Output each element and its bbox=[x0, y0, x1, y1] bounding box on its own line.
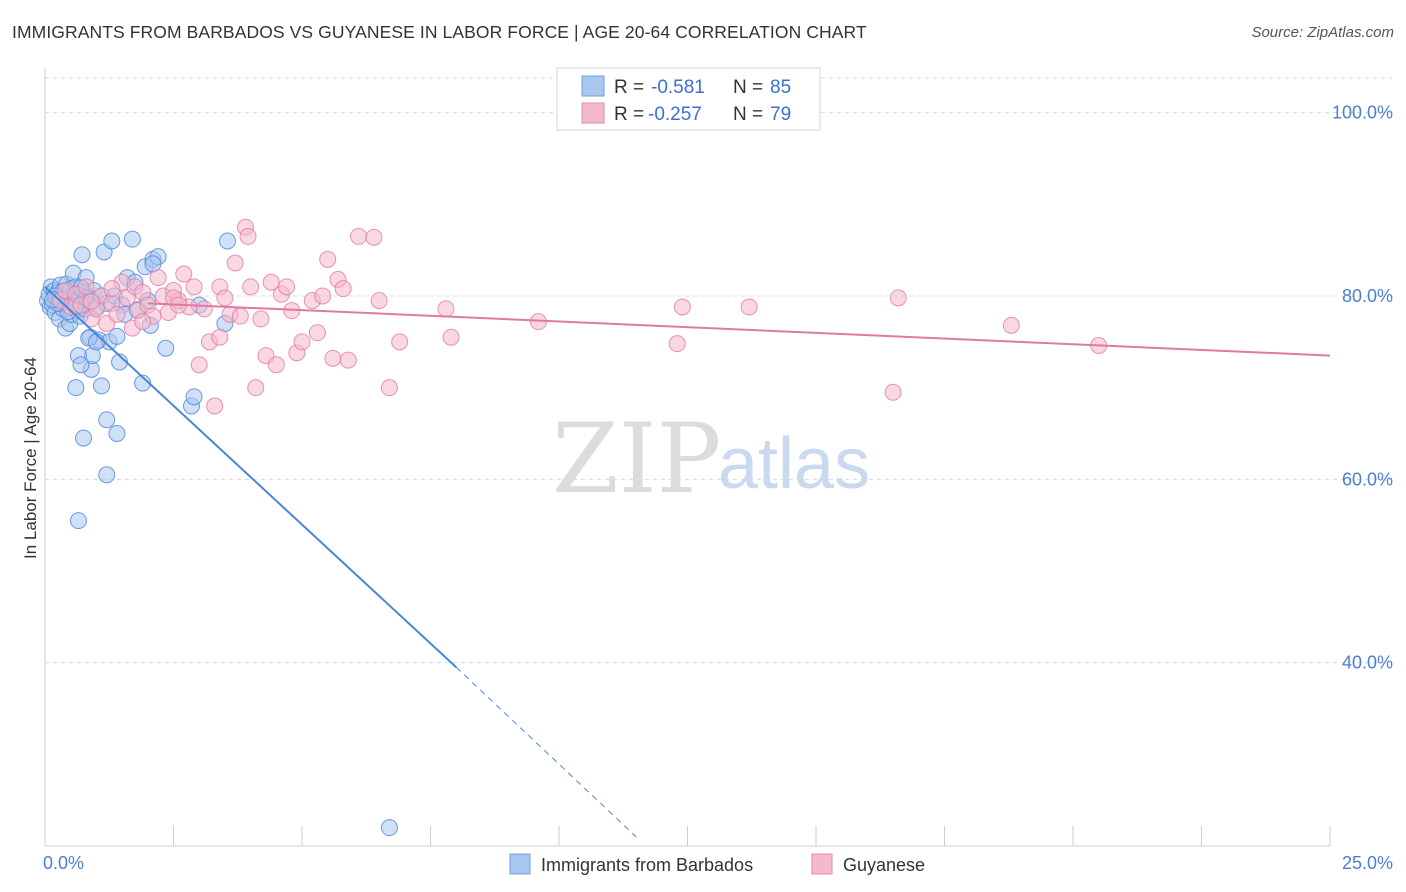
legend-n-value-2: 79 bbox=[770, 104, 791, 125]
point-guyanese bbox=[239, 227, 257, 245]
y-tick-label: 40.0% bbox=[1342, 653, 1393, 673]
tick-labels: 40.0% 60.0% 80.0% 100.0% 0.0% 25.0% bbox=[43, 103, 1393, 873]
point-guyanese bbox=[339, 351, 357, 369]
grid-lines bbox=[45, 77, 1392, 664]
point-guyanese bbox=[185, 278, 203, 296]
point-guyanese bbox=[324, 349, 342, 367]
point-guyanese bbox=[380, 379, 398, 397]
trend-line-barbados-extension bbox=[455, 666, 637, 838]
point-guyanese bbox=[437, 300, 455, 318]
point-barbados bbox=[157, 339, 175, 357]
legend-swatch-pink bbox=[581, 102, 605, 124]
point-barbados bbox=[380, 819, 398, 837]
point-guyanese bbox=[308, 324, 326, 342]
point-guyanese bbox=[242, 278, 260, 296]
point-guyanese bbox=[314, 287, 332, 305]
point-guyanese bbox=[211, 328, 229, 346]
point-barbados bbox=[103, 232, 121, 250]
bottom-legend-swatch-blue bbox=[509, 853, 531, 875]
point-guyanese bbox=[668, 335, 686, 353]
series-guyanese-points bbox=[51, 218, 1108, 415]
point-guyanese bbox=[889, 289, 907, 307]
point-barbados bbox=[108, 425, 126, 442]
point-guyanese bbox=[350, 227, 368, 245]
point-barbados bbox=[73, 246, 91, 264]
point-barbados bbox=[75, 429, 93, 447]
legend-n-value-1: 85 bbox=[770, 77, 791, 98]
point-barbados bbox=[87, 333, 105, 351]
point-guyanese bbox=[77, 278, 95, 296]
point-barbados bbox=[123, 230, 141, 248]
point-guyanese bbox=[884, 383, 902, 401]
point-guyanese bbox=[252, 310, 270, 328]
point-guyanese bbox=[149, 269, 167, 287]
point-guyanese bbox=[293, 333, 311, 351]
point-guyanese bbox=[319, 250, 337, 268]
correlation-legend: R = -0.581 N = 85 R = -0.257 N = 79 bbox=[556, 67, 821, 131]
legend-n-label-2: N = bbox=[733, 104, 763, 125]
point-guyanese bbox=[190, 356, 208, 374]
point-barbados bbox=[108, 327, 126, 345]
axes bbox=[44, 68, 1331, 847]
source-credit: Source: ZipAtlas.com bbox=[1251, 24, 1394, 41]
point-guyanese bbox=[226, 254, 244, 272]
chart-title: IMMIGRANTS FROM BARBADOS VS GUYANESE IN … bbox=[12, 22, 867, 42]
point-guyanese bbox=[103, 280, 121, 298]
legend-r-value-2: -0.257 bbox=[648, 104, 702, 125]
point-barbados bbox=[93, 377, 111, 395]
point-guyanese bbox=[278, 278, 296, 296]
watermark: ZIP atlas bbox=[552, 403, 870, 515]
trend-line-guyanese bbox=[147, 302, 1331, 357]
point-guyanese bbox=[267, 356, 285, 374]
watermark-zip: ZIP bbox=[552, 403, 721, 515]
series-legend: Immigrants from Barbados Guyanese bbox=[509, 853, 925, 875]
point-barbados bbox=[218, 232, 236, 250]
trend-lines bbox=[44, 286, 1331, 838]
point-guyanese bbox=[391, 333, 409, 351]
point-guyanese bbox=[740, 298, 758, 316]
point-guyanese bbox=[108, 305, 126, 323]
legend-r-label-1: R = bbox=[614, 77, 644, 98]
point-guyanese bbox=[370, 292, 388, 310]
point-guyanese bbox=[195, 300, 213, 318]
point-barbados bbox=[98, 411, 116, 429]
point-guyanese bbox=[673, 298, 691, 316]
point-guyanese bbox=[175, 265, 193, 283]
point-guyanese bbox=[216, 289, 234, 307]
bottom-legend-label-guyanese: Guyanese bbox=[843, 855, 925, 875]
point-guyanese bbox=[1002, 316, 1020, 334]
point-guyanese bbox=[365, 228, 383, 246]
point-guyanese bbox=[442, 328, 460, 346]
x-tick-label: 0.0% bbox=[43, 853, 84, 873]
bottom-legend-label-barbados: Immigrants from Barbados bbox=[541, 855, 753, 875]
point-barbados bbox=[72, 356, 90, 374]
bottom-legend-swatch-pink bbox=[811, 853, 833, 875]
point-guyanese bbox=[262, 273, 280, 291]
point-barbados bbox=[98, 466, 116, 484]
x-tick-label: 25.0% bbox=[1342, 853, 1393, 873]
watermark-atlas: atlas bbox=[718, 424, 870, 504]
point-guyanese bbox=[82, 293, 100, 310]
y-axis-title: In Labor Force | Age 20-64 bbox=[21, 357, 40, 559]
point-guyanese bbox=[247, 379, 265, 397]
point-guyanese bbox=[206, 397, 224, 415]
y-tick-label: 100.0% bbox=[1332, 103, 1393, 123]
y-tick-label: 60.0% bbox=[1342, 469, 1393, 489]
legend-swatch-blue bbox=[581, 75, 605, 97]
legend-r-label-2: R = bbox=[614, 104, 644, 125]
point-guyanese bbox=[231, 307, 249, 325]
legend-r-value-1: -0.581 bbox=[651, 77, 705, 98]
point-guyanese bbox=[334, 280, 352, 298]
point-barbados bbox=[67, 379, 85, 397]
point-barbados bbox=[69, 512, 87, 530]
trend-line-barbados bbox=[44, 286, 457, 668]
point-barbados bbox=[185, 388, 203, 406]
point-barbados bbox=[134, 374, 152, 392]
point-guyanese bbox=[134, 313, 152, 331]
legend-n-label-1: N = bbox=[733, 77, 763, 98]
y-tick-label: 80.0% bbox=[1342, 286, 1393, 306]
